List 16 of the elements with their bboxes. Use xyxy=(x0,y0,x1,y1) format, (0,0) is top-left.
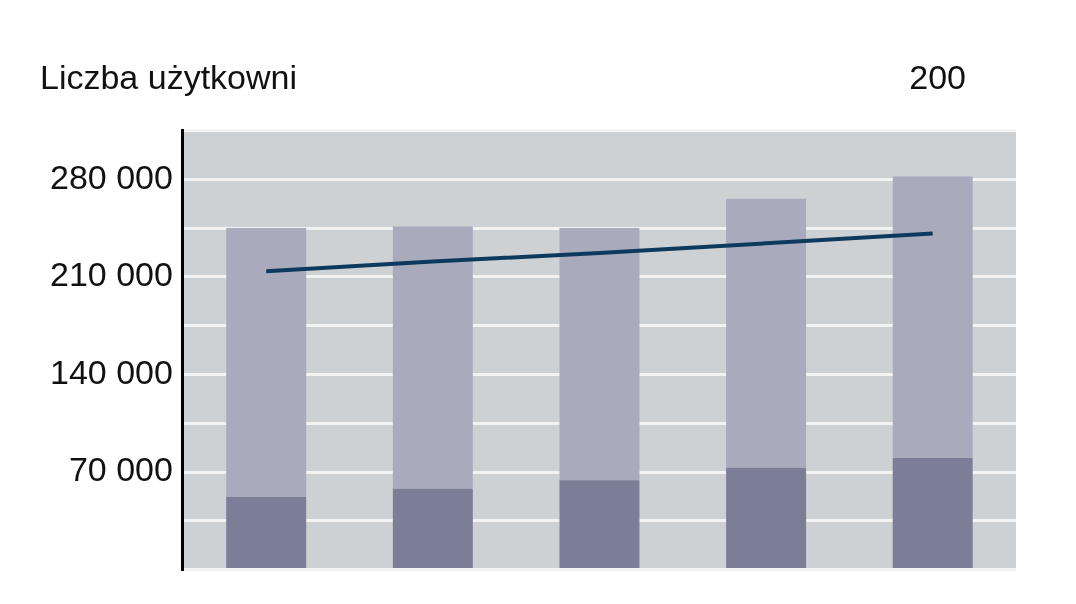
bar xyxy=(726,198,807,468)
y-tick-label: 140 000 xyxy=(50,352,173,391)
y-tick-label: 210 000 xyxy=(50,255,173,294)
bar xyxy=(726,467,807,569)
bar xyxy=(392,226,473,489)
bar xyxy=(892,458,973,569)
y-tick-label: 70 000 xyxy=(68,450,173,489)
bar xyxy=(226,497,307,569)
bar xyxy=(892,176,973,459)
chart-title: Liczba użytkowni xyxy=(40,58,298,97)
text: 200 xyxy=(909,58,966,97)
bar xyxy=(559,228,640,481)
bar xyxy=(392,488,473,569)
bar xyxy=(226,228,307,498)
bar xyxy=(559,480,640,569)
y-tick-label: 280 000 xyxy=(50,157,173,196)
